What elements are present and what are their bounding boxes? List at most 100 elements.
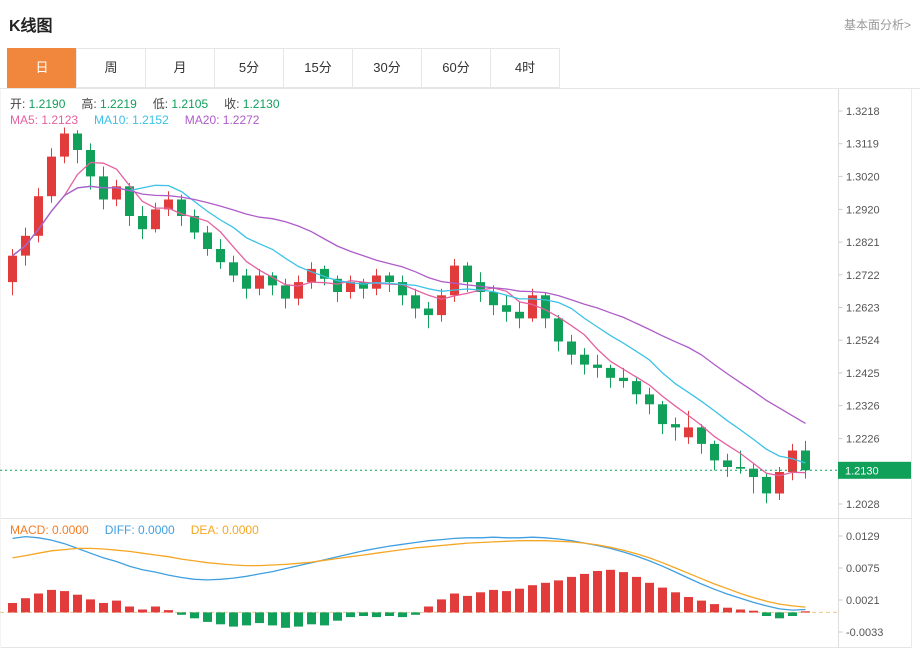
- macd-bar: [307, 612, 316, 625]
- macd-bar: [411, 612, 420, 615]
- macd-bar: [203, 612, 212, 622]
- macd-bar: [684, 597, 693, 613]
- macd-bar: [268, 612, 277, 626]
- candle-body: [385, 275, 394, 283]
- candle-body: [268, 275, 277, 286]
- macd-bar: [125, 606, 134, 613]
- candle-body: [749, 468, 758, 477]
- tab-60min[interactable]: 60分: [421, 48, 491, 88]
- macd-bar: [554, 580, 563, 613]
- tab-month[interactable]: 月: [145, 48, 215, 88]
- candle-body: [775, 472, 784, 494]
- macd-bar: [645, 582, 654, 613]
- fundamental-analysis-link[interactable]: 基本面分析>: [843, 17, 911, 32]
- candle-body: [60, 133, 69, 157]
- macd-bar: [424, 606, 433, 613]
- macd-axis-label: -0.0033: [846, 627, 883, 639]
- tab-5min[interactable]: 5分: [214, 48, 284, 88]
- macd-bar: [463, 595, 472, 613]
- candle-body: [151, 209, 160, 230]
- macd-bar: [658, 587, 667, 613]
- candle-body: [463, 265, 472, 283]
- candle-body: [138, 216, 147, 230]
- macd-axis-label: 0.0075: [846, 563, 880, 575]
- price-axis-label: 1.2920: [846, 204, 880, 216]
- tab-week[interactable]: 周: [76, 48, 146, 88]
- macd-bar: [112, 600, 121, 613]
- macd-bar: [346, 612, 355, 618]
- candle-body: [593, 364, 602, 368]
- candle-body: [450, 265, 459, 296]
- tab-30min[interactable]: 30分: [352, 48, 422, 88]
- candle-body: [489, 292, 498, 306]
- macd-bar: [541, 582, 550, 613]
- candle-body: [125, 186, 134, 216]
- price-axis-label: 1.2028: [846, 499, 880, 511]
- candle-body: [788, 450, 797, 472]
- price-axis-label: 1.2722: [846, 270, 880, 282]
- candle-body: [242, 275, 251, 289]
- page-header: K线图 基本面分析>: [0, 0, 920, 48]
- tab-4hour[interactable]: 4时: [490, 48, 560, 88]
- price-axis-label: 1.3119: [846, 139, 879, 151]
- macd-bar: [229, 612, 238, 627]
- candle-body: [801, 450, 810, 471]
- macd-bar: [372, 612, 381, 618]
- macd-axis-label: 0.0129: [846, 531, 880, 543]
- candle-body: [515, 311, 524, 319]
- macd-bar: [476, 592, 485, 613]
- candle-body: [216, 249, 225, 263]
- macd-bar: [151, 606, 160, 613]
- candle-body: [359, 282, 368, 289]
- main-kline-chart[interactable]: 1.3218 1.3119 1.3020 1.2920 1.2821 1.2722 1.26…: [0, 89, 920, 518]
- candle-body: [307, 268, 316, 283]
- candle-body: [723, 460, 732, 467]
- macd-bar: [749, 610, 758, 613]
- candle-body: [320, 268, 329, 279]
- macd-bar: [138, 609, 147, 613]
- macd-bar: [255, 612, 264, 624]
- macd-bar: [8, 603, 17, 613]
- macd-bar: [775, 612, 784, 619]
- macd-panel-chart[interactable]: 0.0129 0.0075 0.0021 -0.0033: [0, 518, 920, 648]
- macd-bar: [385, 612, 394, 616]
- candle-body: [398, 282, 407, 296]
- macd-bar: [294, 612, 303, 627]
- macd-bar: [320, 612, 329, 626]
- macd-bar: [502, 591, 511, 613]
- macd-bar: [34, 593, 43, 613]
- candle-body: [528, 295, 537, 319]
- macd-bar: [281, 612, 290, 628]
- macd-bar: [86, 599, 95, 613]
- candle-body: [424, 308, 433, 316]
- candle-body: [411, 295, 420, 309]
- candle-body: [684, 427, 693, 438]
- ma20-line: [12, 185, 806, 424]
- macd-axis-label: 0.0021: [846, 595, 880, 607]
- current-price-tag: [838, 461, 911, 479]
- tab-15min[interactable]: 15分: [283, 48, 353, 88]
- diff-line: [12, 535, 806, 611]
- chart-container: 开: 1.2190 高: 1.2219 低: 1.2105 收: 1.2130 MA5…: [0, 89, 920, 648]
- macd-bar: [697, 600, 706, 613]
- price-axis-label: 1.3020: [846, 171, 880, 183]
- current-price-tag-label: 1.2130: [845, 465, 879, 477]
- macd-bar: [242, 612, 251, 626]
- macd-bar: [190, 612, 199, 619]
- candle-body: [346, 282, 355, 292]
- macd-bar: [788, 612, 797, 616]
- price-axis-label: 1.2425: [846, 368, 880, 380]
- macd-bar: [398, 612, 407, 618]
- candle-body: [203, 232, 212, 249]
- macd-bar: [489, 589, 498, 613]
- macd-bar: [359, 612, 368, 616]
- dea-line: [12, 540, 806, 608]
- tab-day[interactable]: 日: [7, 48, 77, 88]
- macd-bar: [21, 598, 30, 613]
- candle-body: [73, 133, 82, 150]
- price-axis-label: 1.2821: [846, 237, 880, 249]
- candle-body: [502, 305, 511, 312]
- candle-body: [671, 424, 680, 428]
- macd-bar: [73, 594, 82, 613]
- candle-body: [710, 443, 719, 461]
